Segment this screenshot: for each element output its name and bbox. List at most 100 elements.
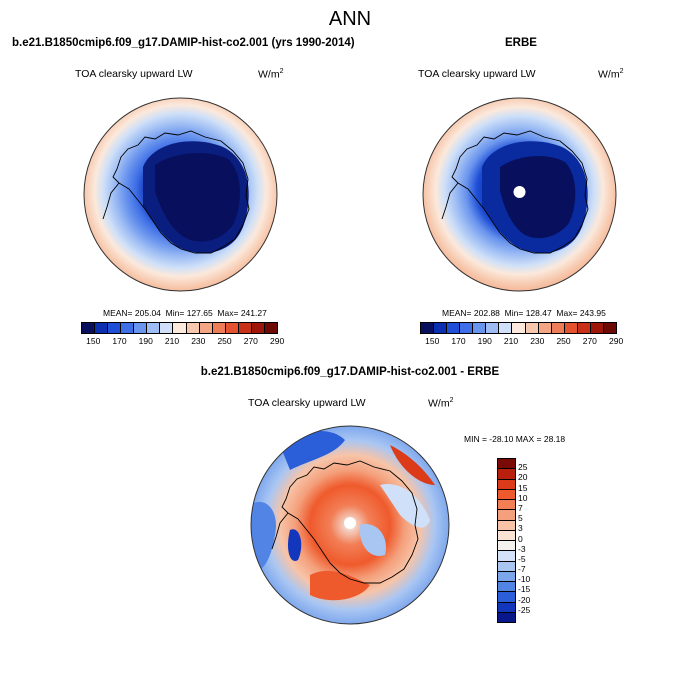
- diff-blue-anomaly-sw: [287, 529, 302, 561]
- model-colorbar-tick-label: 170: [112, 336, 127, 346]
- obs-colorbar-swatch: [590, 323, 604, 333]
- model-colorbar-swatch: [173, 323, 187, 333]
- diff-colorbar-tick-label: -5: [518, 553, 526, 564]
- obs-colorbar-swatch: [525, 323, 539, 333]
- diff-colorbar-swatch: [498, 592, 515, 603]
- model-colorbar-swatch: [212, 323, 226, 333]
- diff-colorbar-swatch: [498, 459, 515, 470]
- diff-colorbar-swatch: [498, 561, 515, 572]
- model-colorbar-swatch: [108, 323, 122, 333]
- diff-colorbar: 25 20 15 10 7 5 3 0 -3 -5 -7 -10 -15 -20 -25: [497, 458, 557, 623]
- obs-colorbar-labels: 150 170 190 210 230 250 270 290: [420, 336, 623, 348]
- model-colorbar-tick-label: 190: [138, 336, 153, 346]
- obs-units-label: W/m2: [598, 68, 624, 81]
- model-colorbar-tick-label: 210: [164, 336, 180, 346]
- model-colorbar-swatch: [264, 323, 277, 333]
- obs-panel-title: ERBE: [505, 37, 537, 49]
- diff-colorbar-swatch: [498, 520, 515, 531]
- diff-peninsula-coast: [271, 512, 289, 550]
- diff-variable-label: TOA clearsky upward LW: [248, 397, 366, 409]
- model-colorbar-swatch: [225, 323, 239, 333]
- obs-stats: MEAN= 202.88 Min= 128.47 Max= 243.95: [442, 308, 606, 318]
- model-colorbar-labels: 150 170 190 210 230 250 270 290: [81, 336, 284, 348]
- obs-colorbar-tick-label: 190: [477, 336, 492, 346]
- model-colorbar-swatch: [147, 323, 161, 333]
- model-polar-map: [83, 97, 278, 292]
- obs-colorbar-swatch: [603, 323, 616, 333]
- diff-map-border: [250, 425, 450, 625]
- obs-colorbar-swatch: [460, 323, 474, 333]
- model-colorbar-swatch: [82, 323, 96, 333]
- diff-colorbar-swatch: [498, 551, 515, 562]
- diff-colorbar-tick-label: -25: [518, 604, 531, 615]
- model-map-border: [83, 97, 278, 292]
- diff-light-anomaly-east: [380, 484, 430, 528]
- obs-pole-hole: [513, 186, 526, 198]
- diff-coastline: [281, 460, 419, 584]
- diff-colorbar-tick-label: 3: [518, 523, 523, 534]
- diff-colorbar-tick-label: 0: [518, 533, 523, 544]
- diff-colorbar-tick-label: 25: [518, 462, 528, 473]
- model-colorbar-swatch: [238, 323, 252, 333]
- obs-colorbar-tick-label: 270: [582, 336, 597, 346]
- obs-colorbar: [420, 322, 617, 334]
- obs-colorbar-swatch: [473, 323, 487, 333]
- diff-colorbar-swatch: [498, 571, 515, 582]
- diff-colorbar-tick-label: -15: [518, 584, 531, 595]
- obs-colorbar-tick-label: 210: [503, 336, 519, 346]
- obs-polar-map: [422, 97, 617, 292]
- model-colorbar-tick-label: 290: [270, 336, 285, 346]
- diff-light-anomaly-center: [359, 524, 386, 556]
- diff-colorbar-tick-label: 10: [518, 492, 528, 503]
- model-colorbar-tick-label: 150: [86, 336, 101, 346]
- diff-colorbar-swatch: [498, 541, 515, 552]
- diff-panel-title: b.e21.B1850cmip6.f09_g17.DAMIP-hist-co2.…: [200, 366, 500, 378]
- obs-colorbar-swatch: [499, 323, 513, 333]
- diff-pole-hole: [344, 517, 356, 529]
- obs-colorbar-swatch: [486, 323, 500, 333]
- model-peninsula-coast: [102, 182, 120, 220]
- model-coastline: [112, 130, 250, 254]
- model-colorbar-swatch: [251, 323, 265, 333]
- obs-colorbar-tick-label: 250: [556, 336, 571, 346]
- diff-colorbar-tick-label: 15: [518, 482, 528, 493]
- model-colorbar-tick-label: 270: [243, 336, 258, 346]
- diff-colorbar-swatch: [498, 469, 515, 480]
- model-colorbar-tick-label: 230: [191, 336, 206, 346]
- model-plateau-core: [155, 153, 240, 242]
- diff-colorbar-tick-label: -10: [518, 574, 531, 585]
- diff-colorbar-swatch: [498, 489, 515, 500]
- diff-red-anomaly-south: [310, 570, 370, 601]
- diff-colorbar-swatch: [498, 602, 515, 613]
- diff-colorbar-tick-label: -20: [518, 594, 531, 605]
- model-variable-label: TOA clearsky upward LW: [75, 68, 193, 80]
- model-stats: MEAN= 205.04 Min= 127.65 Max= 241.27: [103, 308, 267, 318]
- diff-colorbar-tick-label: 20: [518, 472, 528, 483]
- obs-colorbar-tick-label: 290: [609, 336, 624, 346]
- model-panel-title: b.e21.B1850cmip6.f09_g17.DAMIP-hist-co2.…: [12, 37, 355, 49]
- obs-colorbar-swatch: [551, 323, 565, 333]
- obs-colorbar-swatch: [564, 323, 578, 333]
- model-colorbar: [81, 322, 278, 334]
- diff-colorbar-swatch: [498, 582, 515, 593]
- diff-colorbar-tick-label: -7: [518, 564, 526, 575]
- diff-colorbar-swatch: [498, 530, 515, 541]
- model-colorbar-tick-label: 250: [217, 336, 232, 346]
- diff-polar-map: [250, 425, 450, 625]
- diff-units-label: W/m2: [428, 397, 454, 410]
- obs-colorbar-swatch: [421, 323, 435, 333]
- diff-colorbar-swatch: [498, 500, 515, 511]
- model-colorbar-swatch: [134, 323, 148, 333]
- model-colorbar-swatch: [186, 323, 200, 333]
- diff-colorbar-tick-label: 5: [518, 513, 523, 524]
- diff-colorbar-tick-label: -3: [518, 543, 526, 554]
- diff-blue-anomaly-west: [251, 501, 276, 572]
- diff-red-anomaly-ne: [390, 445, 435, 485]
- model-colorbar-swatch: [121, 323, 135, 333]
- diff-colorbar-swatch: [498, 612, 515, 622]
- model-colorbar-swatch: [160, 323, 174, 333]
- obs-plateau-core: [500, 155, 576, 239]
- model-colorbar-swatch: [199, 323, 213, 333]
- obs-colorbar-swatch: [512, 323, 526, 333]
- obs-colorbar-tick-label: 150: [425, 336, 440, 346]
